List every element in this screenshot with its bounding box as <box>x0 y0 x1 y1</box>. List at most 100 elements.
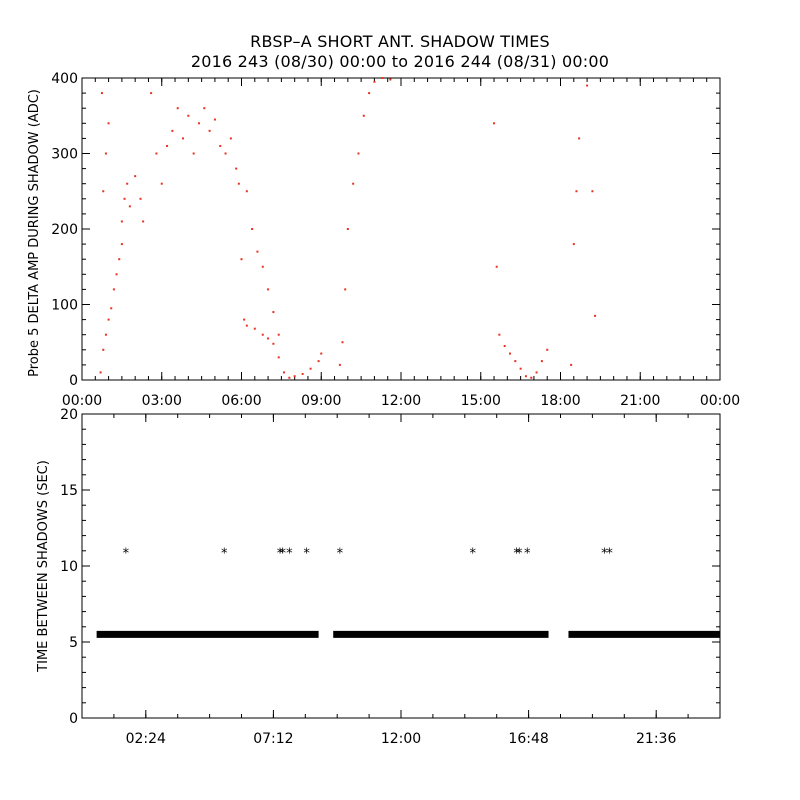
data-point <box>578 137 581 140</box>
data-point <box>100 92 103 95</box>
data-point <box>120 220 123 223</box>
data-point <box>150 92 153 95</box>
bottom-axis-ticks: 02:24 07:12 12:00 16:48 21:36 0 5 10 15 20 <box>60 407 721 747</box>
data-point <box>272 342 275 345</box>
data-point <box>171 129 174 132</box>
data-point <box>229 137 232 140</box>
data-point <box>192 152 195 155</box>
data-point <box>128 205 131 208</box>
data-point <box>508 352 511 355</box>
data-point <box>187 114 190 117</box>
data-point <box>126 182 129 185</box>
data-point <box>245 190 248 193</box>
data-point: * <box>606 546 613 561</box>
top-y-tick-label: 200 <box>51 222 78 238</box>
top-plot-frame <box>81 77 721 381</box>
data-point <box>591 190 594 193</box>
top-data-points <box>99 77 597 379</box>
bottom-y-tick-label: 5 <box>69 635 78 651</box>
data-point: * <box>470 546 477 561</box>
bottom-y-axis-label: TIME BETWEEN SHADOWS (SEC) <box>36 460 51 673</box>
data-point <box>519 367 522 370</box>
data-point <box>107 318 110 321</box>
data-point <box>524 375 527 378</box>
data-point <box>373 80 376 83</box>
data-point <box>160 182 163 185</box>
top-y-tick-label: 0 <box>69 373 78 389</box>
top-x-tick-label: 09:00 <box>301 393 341 409</box>
data-point <box>272 311 275 314</box>
data-point <box>277 356 280 359</box>
data-point <box>224 152 227 155</box>
data-point <box>120 243 123 246</box>
data-point <box>546 348 549 351</box>
data-point <box>112 288 115 291</box>
top-y-tick-label: 100 <box>51 298 78 314</box>
bottom-y-tick-label: 20 <box>60 407 78 423</box>
bottom-x-tick-label: 02:24 <box>126 731 166 747</box>
top-panel: 00:00 03:00 06:00 09:00 12:00 15:00 18:00 21:00… <box>27 71 740 409</box>
bottom-x-tick-label: 16:48 <box>508 731 548 747</box>
data-point <box>535 371 538 374</box>
data-point <box>107 122 110 125</box>
data-point <box>166 144 169 147</box>
data-point <box>570 363 573 366</box>
top-y-tick-label: 300 <box>51 147 78 163</box>
data-point: * <box>279 546 286 561</box>
data-point: * <box>513 546 520 561</box>
data-point <box>182 137 185 140</box>
data-point <box>572 243 575 246</box>
data-point <box>261 265 264 268</box>
data-point <box>288 376 291 379</box>
bottom-y-tick-label: 15 <box>60 483 78 499</box>
data-point <box>389 78 392 81</box>
data-point <box>267 337 270 340</box>
data-point <box>213 118 216 121</box>
bottom-plot-frame <box>81 413 721 719</box>
data-point <box>320 352 323 355</box>
top-x-tick-label: 21:00 <box>620 393 660 409</box>
data-point <box>176 107 179 110</box>
data-point <box>277 333 280 336</box>
data-point <box>142 220 145 223</box>
data-point <box>301 372 304 375</box>
data-point <box>530 376 533 379</box>
data-point: * <box>601 546 608 561</box>
data-point <box>495 265 498 268</box>
data-point <box>197 122 200 125</box>
data-point <box>503 345 506 348</box>
top-x-tick-label: 15:00 <box>461 393 501 409</box>
top-axis-ticks: 00:00 03:00 06:00 09:00 12:00 15:00 18:00 21:00… <box>51 71 740 409</box>
top-x-tick-label: 18:00 <box>540 393 580 409</box>
data-point: * <box>524 546 531 561</box>
data-point: * <box>221 546 228 561</box>
data-point <box>594 314 597 317</box>
bottom-y-tick-label: 0 <box>69 711 78 727</box>
data-point <box>586 84 589 87</box>
data-point <box>99 371 102 374</box>
data-point <box>293 375 296 378</box>
top-x-tick-label: 00:00 <box>62 393 102 409</box>
data-point <box>237 182 240 185</box>
data-point <box>362 114 365 117</box>
top-x-tick-label: 03:00 <box>142 393 182 409</box>
data-point: * <box>286 546 293 561</box>
data-point <box>251 228 254 230</box>
data-point <box>110 307 113 310</box>
data-point <box>317 360 320 363</box>
top-y-tick-label: 400 <box>51 71 78 87</box>
data-point <box>118 258 121 261</box>
data-point <box>575 190 578 193</box>
data-point <box>368 92 371 95</box>
top-y-axis-label: Probe 5 DELTA AMP DURING SHADOW (ADC) <box>27 89 42 377</box>
data-point <box>256 250 259 253</box>
data-point <box>155 152 158 155</box>
bottom-x-tick-label: 07:12 <box>253 731 293 747</box>
data-point <box>102 190 105 193</box>
bottom-data-points: * * ** * * * * ** * ** <box>96 546 720 638</box>
chart-subtitle: 2016 243 (08/30) 00:00 to 2016 244 (08/3… <box>190 52 610 71</box>
data-point <box>346 228 349 230</box>
data-point <box>357 152 360 155</box>
